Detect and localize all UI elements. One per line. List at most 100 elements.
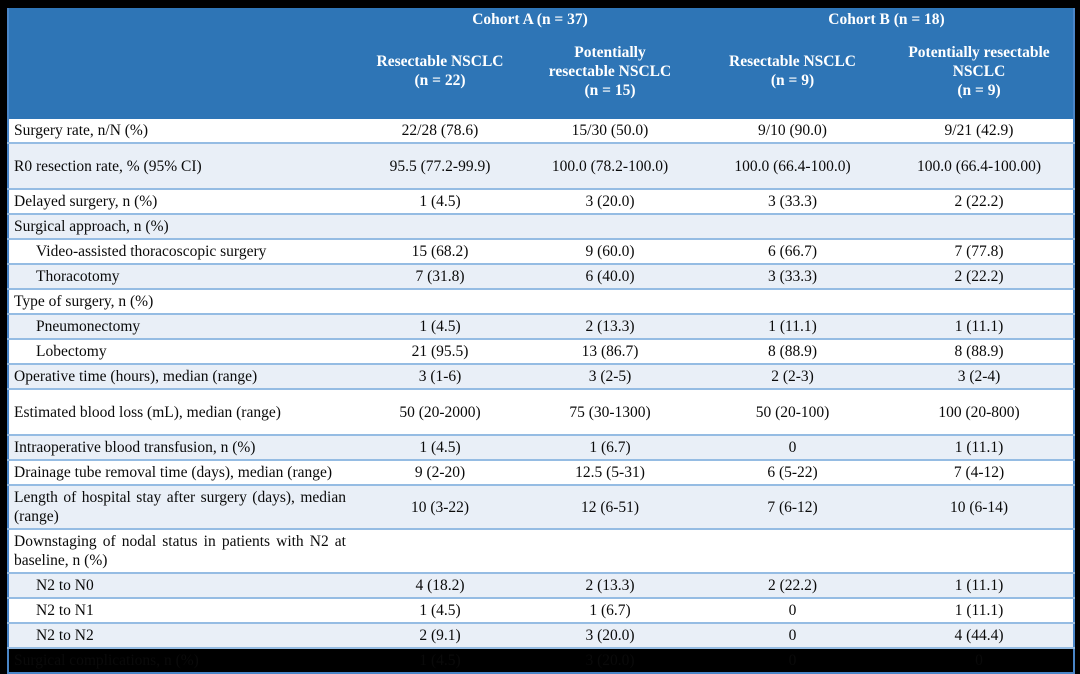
row-label: Thoracotomy [8,264,360,289]
cell-value: 2 (22.2) [885,264,1074,289]
row-label: Downstaging of nodal status in patients … [14,533,346,569]
cell-value: 75 (30-1300) [569,403,651,421]
cell-value: 0 [788,602,797,619]
table-row: N2 to N0 4 (18.2) 2 (13.3) 2 (22.2) 1 (11.1) [8,573,1074,598]
cell-value: 3 (33.3) [700,264,885,289]
cell-value: 13 (86.7) [581,343,639,360]
cell-value: 6 (66.7) [767,243,818,260]
row-label: Pneumonectomy [8,314,360,339]
row-label: N2 to N0 [8,573,360,598]
cell-value: 1 (4.5) [419,652,461,669]
cell-value: 21 (95.5) [411,343,469,360]
cell-value: 12.5 (5-31) [575,464,645,481]
cell-value: 7 (4-12) [953,464,1005,481]
table-body: Surgery rate, n/N (%) 22/28 (78.6) 15/30 (… [8,119,1074,673]
cell-value: 15 (68.2) [411,243,469,260]
row-label: Type of surgery, n (%) [14,293,154,310]
cell-value: 3 (1-6) [360,364,520,389]
cell-value: 2 (2-3) [700,364,885,389]
cell-value: 100.0 (66.4-100.0) [700,143,885,189]
cell-value: 0 [700,435,885,460]
table-row: Intraoperative blood transfusion, n (%) 1… [8,435,1074,460]
column-header-resectable-b: Resectable NSCLC (n = 9) [700,33,885,119]
table-row: Length of hospital stay after surgery (d… [8,485,1074,529]
cell-value: 9 (60.0) [585,243,635,260]
table-row: Pneumonectomy 1 (4.5) 2 (13.3) 1 (11.1) 1 (1… [8,314,1074,339]
cell-value: 7 (31.8) [360,264,520,289]
cell-value [520,289,700,314]
table-row: Estimated blood loss (mL), median (range… [8,389,1074,435]
cell-value [885,529,1074,573]
table-row: Surgery rate, n/N (%) 22/28 (78.6) 15/30 (… [8,119,1074,143]
table-header: Cohort A (n = 37) Cohort B (n = 18) Rese… [8,8,1074,119]
cohort-b-header: Cohort B (n = 18) [700,8,1074,33]
cell-value [885,214,1074,239]
cell-value [885,289,1074,314]
cell-value: 50 (20-100) [755,403,830,421]
cell-value: 7 (77.8) [954,243,1004,260]
column-header-resectable-a: Resectable NSCLC (n = 22) [360,33,520,119]
cell-value [360,214,520,239]
table-row: N2 to N1 1 (4.5) 1 (6.7) 0 1 (11.1) [8,598,1074,623]
row-label: Video-assisted thoracoscopic surgery [36,243,267,260]
table-row: Delayed surgery, n (%) 1 (4.5) 3 (20.0) 3 (… [8,189,1074,214]
cell-value: 2 (13.3) [520,573,700,598]
column-header-potentially-resectable-b: Potentially resectable NSCLC (n = 9) [885,33,1074,119]
cell-value: 2 (9.1) [360,623,520,648]
cell-value: 1 (4.5) [419,193,461,210]
cell-value [700,214,885,239]
cell-value: 100.0 (66.4-100.00) [885,143,1074,189]
column-header-potentially-resectable-a: Potentially resectable NSCLC (n = 15) [520,33,700,119]
table-row: Drainage tube removal time (days), media… [8,460,1074,485]
table-row: Operative time (hours), median (range) 3 … [8,364,1074,389]
cell-value: 3 (2-4) [885,364,1074,389]
cell-value: 4 (44.4) [885,623,1074,648]
table-row: N2 to N2 2 (9.1) 3 (20.0) 0 4 (44.4) [8,623,1074,648]
cell-value: 9 (2-20) [414,464,466,481]
cell-value [700,529,885,573]
row-label: Estimated blood loss (mL), median (range… [14,403,281,421]
row-label: Intraoperative blood transfusion, n (%) [8,435,360,460]
cell-value: 1 (11.1) [885,573,1074,598]
cell-value: 6 (5-22) [767,464,818,481]
subgroup-header-row: Resectable NSCLC (n = 22) Potentially re… [8,33,1074,119]
cell-value: 95.5 (77.2-99.9) [360,143,520,189]
table-row: R0 resection rate, % (95% CI) 95.5 (77.2-… [8,143,1074,189]
row-label: N2 to N1 [36,602,94,619]
cell-value: 3 (2-5) [520,364,700,389]
cell-value: 1 (6.7) [520,435,700,460]
row-label: Delayed surgery, n (%) [14,193,158,210]
cell-value: 2 (13.3) [520,314,700,339]
cell-value: 3 (33.3) [767,193,818,210]
cell-value [360,289,520,314]
cell-value [360,529,520,573]
table-row: Downstaging of nodal status in patients … [8,529,1074,573]
table-row: Surgical approach, n (%) [8,214,1074,239]
cell-value: 0 [700,623,885,648]
cell-value: 100 (20-800) [938,403,1020,421]
cell-value: 7 (6-12) [700,485,885,529]
cell-value [520,529,700,573]
cell-value: 9/21 (42.9) [944,122,1014,139]
cell-value: 0 [975,652,983,669]
row-label: Lobectomy [36,343,107,360]
cell-value: 50 (20-2000) [399,403,481,421]
header-empty-cell [8,8,360,33]
row-label: Drainage tube removal time (days), media… [14,464,333,481]
surgical-outcomes-table: Cohort A (n = 37) Cohort B (n = 18) Rese… [7,8,1075,674]
cell-value: 9/10 (90.0) [758,122,827,139]
table-row: Thoracotomy 7 (31.8) 6 (40.0) 3 (33.3) 2 (22… [8,264,1074,289]
cohort-a-header: Cohort A (n = 37) [360,8,700,33]
cell-value: 1 (11.1) [885,435,1074,460]
cell-value: 6 (40.0) [520,264,700,289]
cell-value: 3 (20.0) [520,623,700,648]
cell-value: 100.0 (78.2-100.0) [520,143,700,189]
header-empty-cell [8,33,360,119]
cohort-header-row: Cohort A (n = 37) Cohort B (n = 18) [8,8,1074,33]
row-label: Surgical complications, n (%) [14,652,199,669]
cell-value: 0 [788,652,797,669]
table-row: Type of surgery, n (%) [8,289,1074,314]
cell-value: 2 (22.2) [700,573,885,598]
row-label: Surgical approach, n (%) [8,214,360,239]
cell-value: 10 (6-14) [885,485,1074,529]
